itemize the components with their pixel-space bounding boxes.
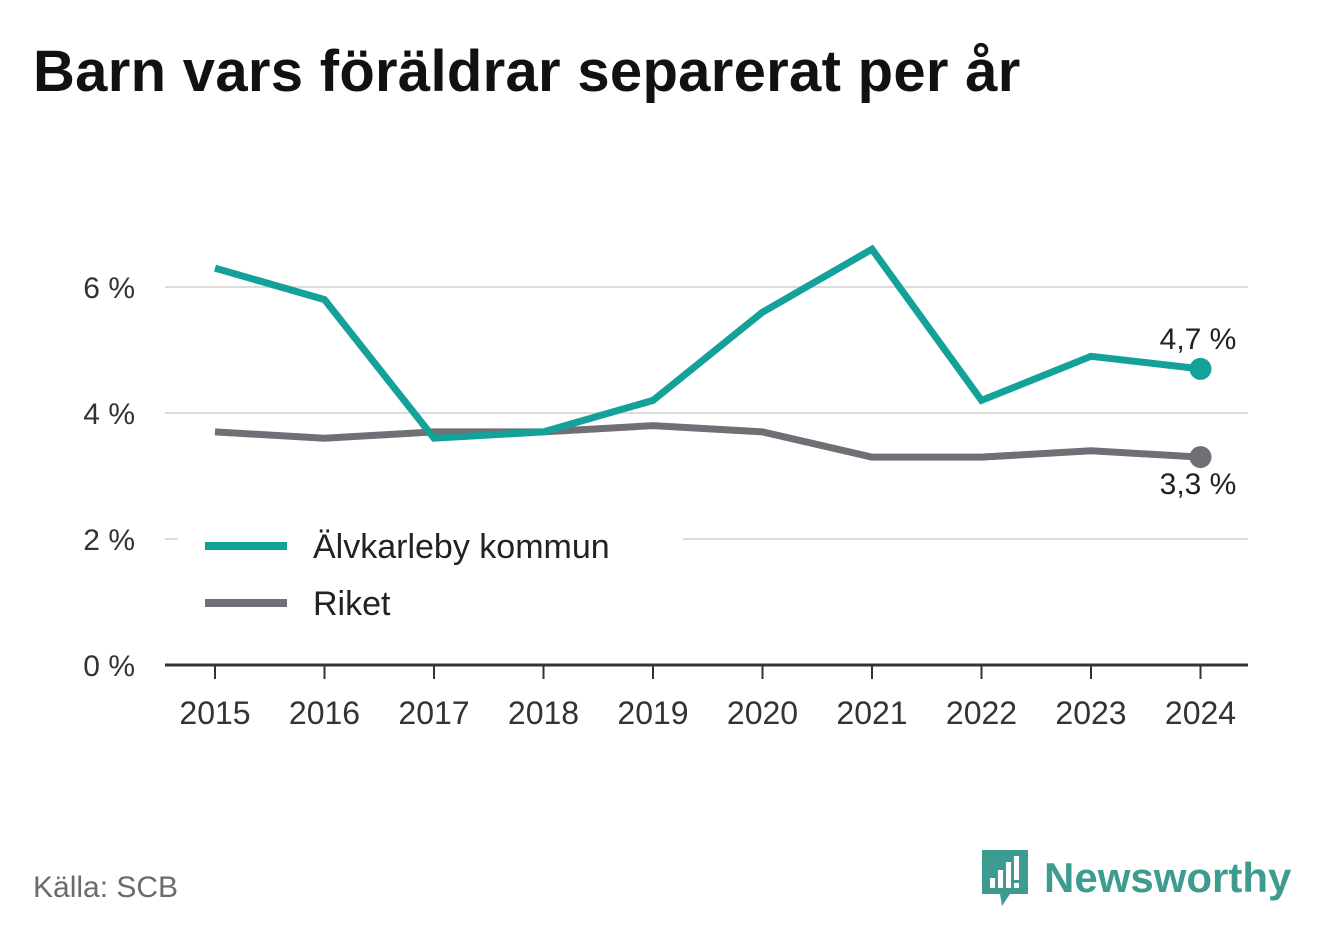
x-tick-label: 2019 — [617, 695, 688, 731]
series-lines — [214, 244, 1212, 469]
x-tick-label: 2017 — [398, 695, 469, 731]
end-value-label: 3,3 % — [1160, 468, 1237, 501]
legend-background — [178, 520, 683, 632]
x-tick-label: 2023 — [1055, 695, 1126, 731]
brand-name: Newsworthy — [1044, 854, 1292, 901]
series-line — [214, 244, 1201, 442]
newsworthy-logo-icon — [982, 850, 1028, 906]
chart-title: Barn vars föräldrar separerat per år — [33, 39, 1021, 104]
x-tick-label: 2020 — [727, 695, 798, 731]
end-labels: 3,3 % 4,7 % — [1160, 323, 1237, 501]
legend-label: Älvkarleby kommun — [313, 528, 610, 566]
x-tick-label: 2022 — [946, 695, 1017, 731]
grid-lines — [165, 286, 1248, 540]
y-tick-label: 6 % — [83, 272, 135, 305]
y-tick-label: 4 % — [83, 398, 135, 431]
x-axis: 2015 2016 2017 2018 2019 2020 2021 2022 2023 2024 — [165, 663, 1248, 731]
x-tick-label: 2021 — [836, 695, 907, 731]
legend-label: Riket — [313, 585, 391, 623]
legend: Älvkarleby kommun Riket — [178, 520, 683, 632]
source-note: Källa: SCB — [33, 871, 179, 904]
x-tick-label: 2016 — [289, 695, 360, 731]
x-tick-label: 2015 — [179, 695, 250, 731]
x-tick-label: 2024 — [1165, 695, 1236, 731]
end-point — [1189, 357, 1212, 380]
y-tick-label: 0 % — [83, 650, 135, 683]
end-point — [1189, 446, 1212, 469]
brand-logo: Newsworthy — [980, 848, 1291, 908]
y-tick-label: 2 % — [83, 524, 135, 557]
end-value-label: 4,7 % — [1160, 323, 1237, 356]
series-line — [214, 422, 1201, 461]
y-axis-ticks: 0 % 2 % 4 % 6 % — [83, 272, 135, 683]
x-tick-label: 2018 — [508, 695, 579, 731]
